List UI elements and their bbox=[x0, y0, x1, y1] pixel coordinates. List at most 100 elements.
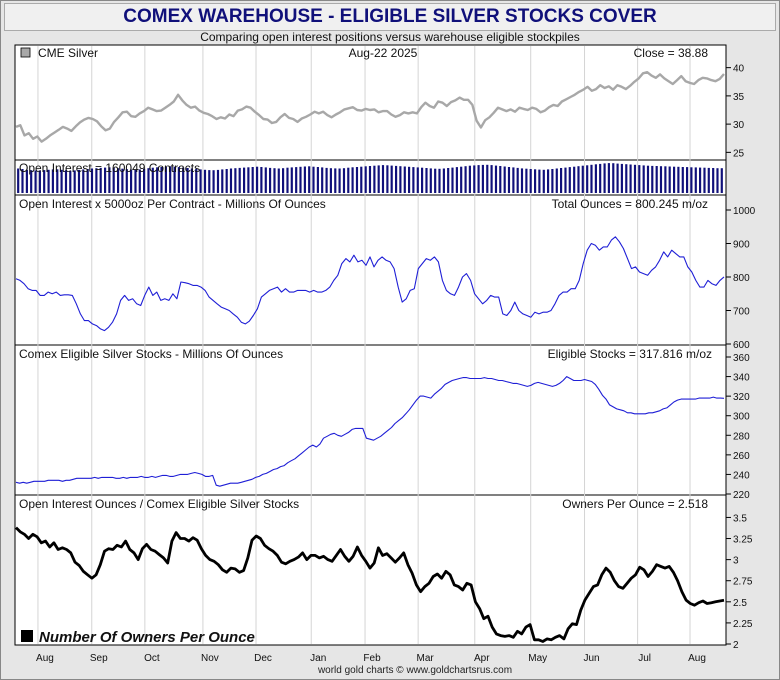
x-tick-label: Jun bbox=[583, 653, 599, 664]
oi-bar bbox=[95, 168, 98, 193]
oi-bar bbox=[473, 165, 476, 193]
y-tick-label: 260 bbox=[733, 451, 750, 462]
x-tick-label: Oct bbox=[144, 653, 160, 664]
oi-bar bbox=[529, 169, 532, 193]
y-tick-label: 40 bbox=[733, 64, 745, 75]
oi-bar bbox=[468, 165, 471, 193]
price-readout: Close = 38.88 bbox=[634, 46, 709, 60]
y-tick-label: 25 bbox=[733, 148, 745, 159]
eligible-stocks-label: Comex Eligible Silver Stocks - Millions … bbox=[19, 347, 283, 361]
oi-bar bbox=[455, 167, 458, 193]
oi-bar bbox=[290, 167, 293, 193]
price-series-line bbox=[15, 70, 725, 143]
x-tick-label: Jul bbox=[638, 653, 651, 664]
oi-bar bbox=[338, 168, 341, 193]
oi-bar bbox=[134, 169, 137, 194]
series-layer bbox=[15, 70, 725, 643]
oi-bar bbox=[56, 169, 59, 193]
oi-bar bbox=[316, 167, 319, 193]
eligible_stocks-series-line bbox=[15, 376, 725, 487]
oi-bar bbox=[673, 166, 676, 193]
oi-bar bbox=[277, 168, 280, 193]
oi-bar bbox=[481, 164, 484, 193]
oi-bar bbox=[403, 166, 406, 193]
price-panel-label: CME Silver bbox=[38, 46, 98, 60]
oi-bar bbox=[507, 167, 511, 193]
oi-bar bbox=[460, 166, 463, 193]
oi-bar bbox=[273, 168, 276, 193]
oi-bar bbox=[247, 167, 250, 193]
oi-bar bbox=[408, 166, 411, 193]
oi-bar bbox=[659, 166, 663, 193]
y-tick-label: 240 bbox=[733, 470, 750, 481]
oi-bar bbox=[282, 168, 285, 193]
oi-bar bbox=[269, 167, 272, 193]
oi-bar bbox=[125, 169, 128, 193]
oi-bar bbox=[321, 167, 324, 193]
oi-bar bbox=[121, 168, 124, 193]
oi-bar bbox=[334, 168, 337, 193]
oi-bar bbox=[607, 163, 610, 193]
oi-bar bbox=[299, 166, 302, 193]
oi-bar bbox=[620, 163, 623, 193]
y-tick-label: 800 bbox=[733, 273, 750, 284]
oi-bar bbox=[638, 165, 641, 193]
oi-bar bbox=[486, 164, 489, 193]
x-tick-label: Aug bbox=[688, 653, 706, 664]
x-tick-label: Jan bbox=[310, 653, 326, 664]
oi-bar bbox=[234, 168, 237, 193]
oi-bar bbox=[720, 168, 723, 193]
oi-bar bbox=[212, 170, 215, 193]
oi-bar bbox=[308, 166, 311, 193]
oi-bar bbox=[295, 167, 298, 193]
oi-bar bbox=[238, 167, 241, 193]
oi-bar bbox=[438, 168, 441, 193]
oi-bar bbox=[590, 164, 593, 193]
total_ounces-series-line bbox=[15, 236, 725, 332]
y-tick-label: 700 bbox=[733, 307, 750, 318]
oi-bar bbox=[25, 169, 28, 193]
oi-bar bbox=[199, 169, 202, 193]
x-tick-label: Mar bbox=[417, 653, 435, 664]
oi-bar bbox=[225, 169, 228, 193]
y-tick-label: 300 bbox=[733, 412, 750, 423]
oi-bar bbox=[434, 168, 437, 193]
oi-bar bbox=[138, 169, 141, 193]
y-tick-label: 35 bbox=[733, 92, 745, 103]
oi-bar bbox=[555, 168, 558, 193]
oi-bar bbox=[716, 168, 719, 193]
oi-bar bbox=[143, 168, 146, 193]
oi-bar bbox=[147, 168, 150, 193]
oi-bar bbox=[599, 163, 602, 193]
y-tick-label: 3 bbox=[733, 556, 739, 567]
oi-bar bbox=[547, 169, 550, 193]
x-tick-label: Nov bbox=[201, 653, 219, 664]
chart-subtitle: Comparing open interest positions versus… bbox=[200, 30, 580, 44]
oi-bar bbox=[490, 165, 493, 193]
oi-bar bbox=[368, 166, 372, 193]
oi-bar bbox=[351, 167, 354, 193]
oi-bar bbox=[69, 170, 72, 193]
oi-bar bbox=[412, 167, 415, 193]
oi-bar bbox=[208, 170, 211, 193]
oi-bar bbox=[594, 164, 597, 193]
oi-bar bbox=[160, 167, 163, 193]
oi-bar bbox=[373, 165, 376, 193]
oi-bar bbox=[629, 164, 632, 193]
oi-bar bbox=[442, 168, 445, 193]
oi-bar bbox=[216, 169, 220, 193]
oi-bar bbox=[169, 166, 172, 193]
oi-bar bbox=[21, 169, 24, 193]
oi-bar bbox=[516, 167, 519, 193]
oi-bar bbox=[251, 167, 254, 193]
oi-bar bbox=[303, 166, 306, 193]
oi-bar bbox=[381, 165, 385, 193]
y-tick-label: 220 bbox=[733, 490, 750, 501]
footer-credit: world gold charts © www.goldchartsrus.co… bbox=[317, 665, 512, 676]
oi-bar bbox=[499, 166, 502, 193]
oi-bar bbox=[182, 167, 185, 193]
oi-bar bbox=[173, 166, 176, 193]
oi-bar bbox=[681, 167, 684, 193]
oi-bar bbox=[712, 168, 715, 193]
